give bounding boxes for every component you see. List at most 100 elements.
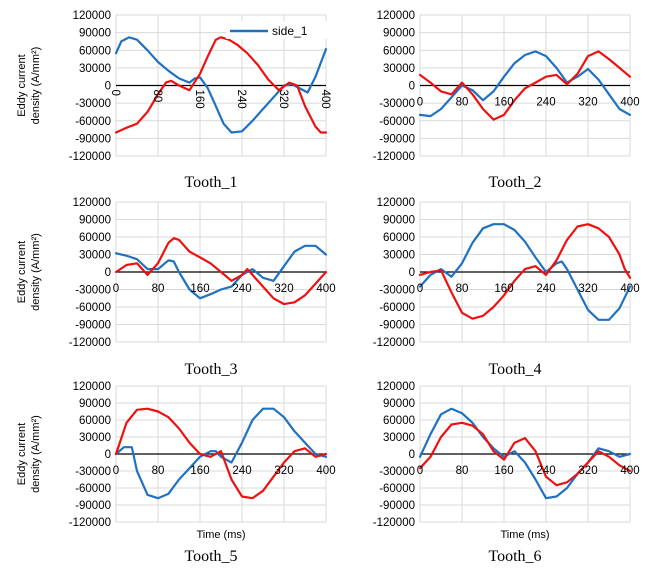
x-tick-label: 320 [578, 283, 597, 295]
y-tick-label: 60000 [79, 45, 111, 57]
x-tick-label: 240 [536, 465, 555, 477]
y-tick-label: 90000 [383, 28, 415, 40]
y-tick-label: -30000 [75, 285, 111, 297]
y-tick-label: 120000 [73, 381, 111, 393]
y-tick-label: -60000 [379, 483, 415, 495]
x-tick-label: 320 [578, 97, 597, 109]
y-tick-label: 30000 [79, 63, 111, 75]
series-line-blue [114, 407, 328, 500]
x-tick-label: 0 [417, 97, 423, 109]
x-tick-label: 0 [417, 465, 423, 477]
y-tick-label: -60000 [75, 116, 111, 128]
y-tick-label: -90000 [379, 500, 415, 512]
x-tick-label: 240 [232, 465, 251, 477]
y-tick-label: -120000 [373, 517, 415, 529]
y-tick-label: 0 [409, 267, 415, 279]
y-tick-label: -120000 [373, 151, 415, 163]
chart-panel-3: 1200009000060000300000-30000-60000-90000… [16, 197, 336, 378]
y-axis-label: Eddy current density (A/mm²) [16, 415, 42, 493]
x-tick-label: 160 [190, 465, 209, 477]
y-tick-label: -60000 [75, 302, 111, 314]
x-tick-label: 400 [316, 283, 335, 295]
series-line-red [418, 223, 632, 320]
y-tick-label: -120000 [69, 517, 111, 529]
x-tick-label: 160 [190, 283, 209, 295]
y-tick-label: -90000 [75, 133, 111, 145]
x-tick-label: 400 [620, 465, 639, 477]
y-tick-label: 0 [105, 449, 111, 461]
series-line-red [418, 421, 632, 487]
y-tick-label: -90000 [379, 133, 415, 145]
chart-title: Tooth_2 [488, 174, 541, 191]
chart-title: Tooth_4 [488, 361, 541, 378]
y-tick-label: 30000 [79, 250, 111, 262]
chart-panel-2: 120000 90000 60000 30000 0-30000 -60000 -90000… [373, 10, 640, 191]
x-tick-label: 320 [274, 283, 293, 295]
chart-panel-6: 1200009000060000300000-30000-60000-90000… [373, 381, 640, 565]
x-axis-label: Time (ms) [196, 529, 245, 541]
y-tick-label: 0 [105, 81, 111, 93]
x-tick-label: 400 [319, 90, 331, 109]
chart-panel-4: 1200009000060000300000-30000-60000-90000… [373, 197, 640, 378]
y-tick-label: -30000 [75, 98, 111, 110]
y-tick-label: 30000 [383, 250, 415, 262]
x-tick-label: 0 [109, 90, 121, 96]
x-tick-label: 80 [152, 283, 165, 295]
x-tick-label: 240 [536, 283, 555, 295]
x-tick-label: 240 [536, 97, 555, 109]
y-tick-label: 30000 [79, 432, 111, 444]
series-line-red [114, 407, 328, 500]
chart-title: Tooth_5 [184, 548, 237, 565]
y-tick-label: -120000 [69, 337, 111, 349]
series-line-red [114, 237, 328, 306]
chart-panel-5: 1200009000060000300000-30000-60000-90000… [16, 381, 336, 565]
y-tick-label: 30000 [383, 63, 415, 75]
y-tick-label: -120000 [373, 337, 415, 349]
x-tick-label: 160 [494, 465, 513, 477]
y-tick-label: 120000 [73, 10, 111, 22]
y-tick-label: 60000 [79, 232, 111, 244]
x-tick-label: 240 [232, 283, 251, 295]
y-tick-label: 120000 [377, 197, 415, 209]
x-tick-label: 0 [113, 283, 119, 295]
y-tick-label: 90000 [79, 215, 111, 227]
x-tick-label: 160 [494, 283, 513, 295]
y-tick-label: 0 [409, 449, 415, 461]
series-line-red [418, 50, 632, 121]
series-line-blue [418, 50, 632, 118]
x-tick-label: 160 [494, 97, 513, 109]
y-tick-label: -90000 [75, 500, 111, 512]
x-tick-label: 80 [456, 465, 469, 477]
y-tick-label: -30000 [379, 98, 415, 110]
series-line-red [114, 36, 328, 134]
x-tick-label: 400 [316, 465, 335, 477]
x-tick-label: 320 [578, 465, 597, 477]
y-tick-label: 30000 [383, 432, 415, 444]
x-axis-label: Time (ms) [500, 529, 549, 541]
chart-panel-1: 120000 90000 60000 30000 0 -30000 -60000 -90000… [16, 10, 331, 191]
x-tick-label: 80 [151, 90, 163, 103]
y-tick-label: -60000 [379, 116, 415, 128]
x-tick-label: 320 [277, 90, 289, 109]
x-tick-label: 400 [620, 97, 639, 109]
y-tick-label: 60000 [383, 232, 415, 244]
x-tick-label: 0 [113, 465, 119, 477]
y-tick-label: 60000 [383, 45, 415, 57]
y-tick-label: 120000 [377, 10, 415, 22]
y-tick-label: -30000 [75, 466, 111, 478]
y-tick-label: -120000 [69, 151, 111, 163]
legend-background [226, 21, 330, 39]
series-line-blue [418, 223, 632, 321]
y-tick-label: -90000 [75, 320, 111, 332]
y-tick-label: -60000 [379, 302, 415, 314]
y-tick-label: -90000 [379, 320, 415, 332]
x-tick-label: 160 [193, 90, 205, 109]
y-tick-label: 60000 [79, 415, 111, 427]
y-tick-label: 120000 [377, 381, 415, 393]
x-tick-label: 0 [417, 283, 423, 295]
legend-label: side_1 [272, 24, 308, 38]
x-tick-label: 320 [274, 465, 293, 477]
y-axis-label: Eddy current density (A/mm²) [16, 233, 42, 311]
chart-title: Tooth_3 [184, 361, 237, 378]
legend: side_1 [226, 21, 330, 39]
